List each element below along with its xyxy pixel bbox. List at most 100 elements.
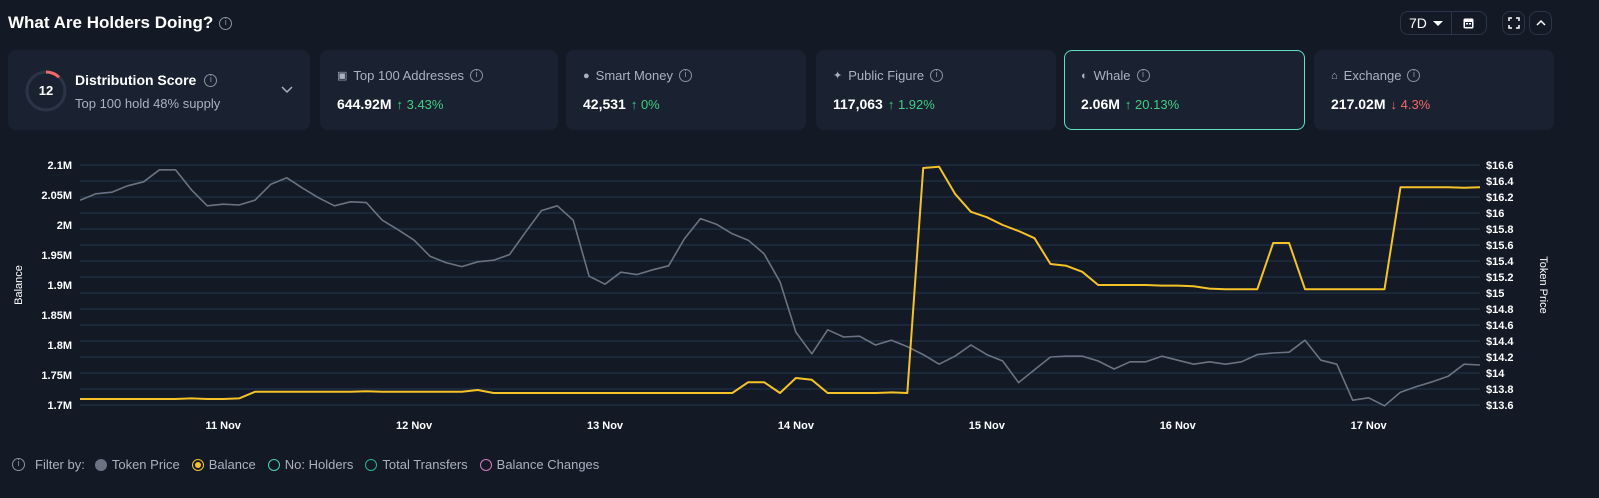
stat-card-public-figure[interactable]: ✦ Public Figure i 117,063 ↑ 1.92% <box>816 50 1056 130</box>
card-change-value: 0% <box>640 97 660 112</box>
card-value-row: 42,531 ↑ 0% <box>583 96 660 112</box>
card-change-value: 20.13% <box>1135 97 1180 112</box>
y-right-tick: $13.8 <box>1486 384 1514 396</box>
y-right-tick: $14.8 <box>1486 304 1514 316</box>
arrow-up-icon: ↑ <box>887 97 895 112</box>
y-right-tick: $16.4 <box>1486 176 1514 188</box>
score-arc <box>25 70 67 112</box>
radio-selected-icon <box>191 458 204 471</box>
card-value: 117,063 <box>833 96 883 112</box>
y-right-tick: $15.6 <box>1486 240 1514 252</box>
y-right-tick: $13.6 <box>1486 400 1514 412</box>
info-icon[interactable]: i <box>678 69 692 82</box>
card-label: ✦ Public Figure i <box>833 68 944 83</box>
y-right-tick: $14.2 <box>1486 352 1514 364</box>
legend-item-token-price[interactable]: Token Price <box>94 457 180 472</box>
y-left-tick: 1.95M <box>41 250 72 262</box>
card-label: ◐ Whale i <box>1081 68 1150 83</box>
calendar-button[interactable] <box>1452 12 1486 34</box>
x-tick: 16 Nov <box>1160 420 1197 432</box>
radio-empty-icon <box>267 458 280 471</box>
distribution-score-card[interactable]: 12 Distribution Score i Top 100 hold 48% … <box>8 50 310 130</box>
range-value: 7D <box>1408 15 1427 31</box>
info-icon[interactable]: i <box>1136 69 1150 82</box>
score-ring <box>25 70 67 112</box>
stat-card-smart-money[interactable]: ● Smart Money i 42,531 ↑ 0% <box>566 50 806 130</box>
stat-card-whale[interactable]: ◐ Whale i 2.06M ↑ 20.13% <box>1064 50 1305 130</box>
y-left-tick: 2.05M <box>41 190 72 202</box>
arrow-up-icon: ↑ <box>1124 97 1132 112</box>
card-label-text: Public Figure <box>848 68 925 83</box>
collapse-button[interactable] <box>1529 11 1552 35</box>
info-icon[interactable]: i <box>469 69 483 82</box>
info-icon[interactable]: i <box>1407 69 1421 82</box>
card-change: ↓ 4.3% <box>1390 97 1430 112</box>
card-value-row: 117,063 ↑ 1.92% <box>833 96 935 112</box>
arrow-up-icon: ↑ <box>630 97 638 112</box>
legend-label: Balance Changes <box>496 457 600 472</box>
card-value: 644.92M <box>337 96 392 112</box>
legend-label: Total Transfers <box>382 457 468 472</box>
legend: i Filter by: Token Price Balance No: Holde… <box>12 457 599 472</box>
series-line-token-price <box>79 168 1481 407</box>
y-right-tick: $16 <box>1486 208 1504 220</box>
x-tick: 11 Nov <box>205 420 241 432</box>
card-label-text: Whale <box>1093 68 1131 83</box>
chevron-down-icon[interactable] <box>281 81 293 97</box>
legend-label: Balance <box>208 457 256 472</box>
score-value: 12 <box>38 83 54 98</box>
legend-item-total-transfers[interactable]: Total Transfers <box>365 457 468 472</box>
legend-item-balance[interactable]: Balance <box>191 457 256 472</box>
fullscreen-button[interactable] <box>1502 11 1525 35</box>
x-tick: 12 Nov <box>396 420 433 432</box>
card-label: ● Smart Money i <box>583 68 692 83</box>
calendar-icon <box>1463 18 1474 29</box>
legend-label: No: Holders <box>284 457 354 472</box>
y-left-tick: 2M <box>57 220 72 232</box>
y-left-tick: 1.7M <box>48 400 72 412</box>
chevron-up-icon <box>1535 19 1546 26</box>
card-label: ⌂ Exchange i <box>1331 68 1421 83</box>
y-left-tick: 1.9M <box>48 280 72 292</box>
y-right-tick: $15.4 <box>1486 256 1514 268</box>
card-change-value: 3.43% <box>406 97 444 112</box>
y-right-tick: $15.8 <box>1486 224 1514 236</box>
fullscreen-icon <box>1507 17 1520 29</box>
card-change-value: 1.92% <box>897 97 935 112</box>
range-dropdown[interactable]: 7D <box>1401 12 1452 34</box>
x-tick: 14 Nov <box>778 420 815 432</box>
legend-item-no-holders[interactable]: No: Holders <box>267 457 354 472</box>
stat-card-top-100-addresses[interactable]: ▣ Top 100 Addresses i 644.92M ↑ 3.43% <box>320 50 558 130</box>
card-value-row: 2.06M ↑ 20.13% <box>1081 96 1179 112</box>
radio-empty-icon <box>479 458 492 471</box>
card-value: 217.02M <box>1331 96 1386 112</box>
bank-icon: ⌂ <box>1331 69 1338 82</box>
whale-icon: ◐ <box>1081 69 1088 82</box>
stat-card-exchange[interactable]: ⌂ Exchange i 217.02M ↓ 4.3% <box>1314 50 1554 130</box>
y-left-tick: 1.8M <box>48 340 72 352</box>
info-icon[interactable]: i <box>204 73 218 87</box>
public-figure-icon: ✦ <box>833 70 843 82</box>
radio-filled-icon <box>94 458 107 471</box>
money-icon: ▣ <box>337 70 348 82</box>
card-label-text: Top 100 Addresses <box>353 68 464 83</box>
time-range-control: 7D <box>1400 11 1487 35</box>
holders-chart: $16.6 $16.4 $16.2 $16 $15.8 $15.6 $15.4 $15.2 $1… <box>13 160 1549 432</box>
info-icon[interactable]: i <box>12 458 25 471</box>
arrow-up-icon: ↑ <box>396 97 403 112</box>
y-right-tick: $14 <box>1486 368 1505 380</box>
card-change: ↑ 3.43% <box>396 97 443 112</box>
y-left-tick: 2.1M <box>48 160 72 172</box>
info-icon[interactable]: i <box>219 16 233 30</box>
card-value-row: 217.02M ↓ 4.3% <box>1331 96 1430 112</box>
card-change: ↑ 1.92% <box>888 97 935 112</box>
y-left-tick: 1.75M <box>41 370 72 382</box>
arrow-down-icon: ↓ <box>1390 97 1397 112</box>
card-change-value: 4.3% <box>1400 97 1431 112</box>
x-tick: 17 Nov <box>1351 420 1388 432</box>
series-line-balance <box>80 165 1481 400</box>
info-icon[interactable]: i <box>930 69 944 82</box>
y-right-tick: $16.2 <box>1486 192 1514 204</box>
distribution-title: Distribution Score i <box>75 72 218 88</box>
legend-item-balance-changes[interactable]: Balance Changes <box>479 457 600 472</box>
